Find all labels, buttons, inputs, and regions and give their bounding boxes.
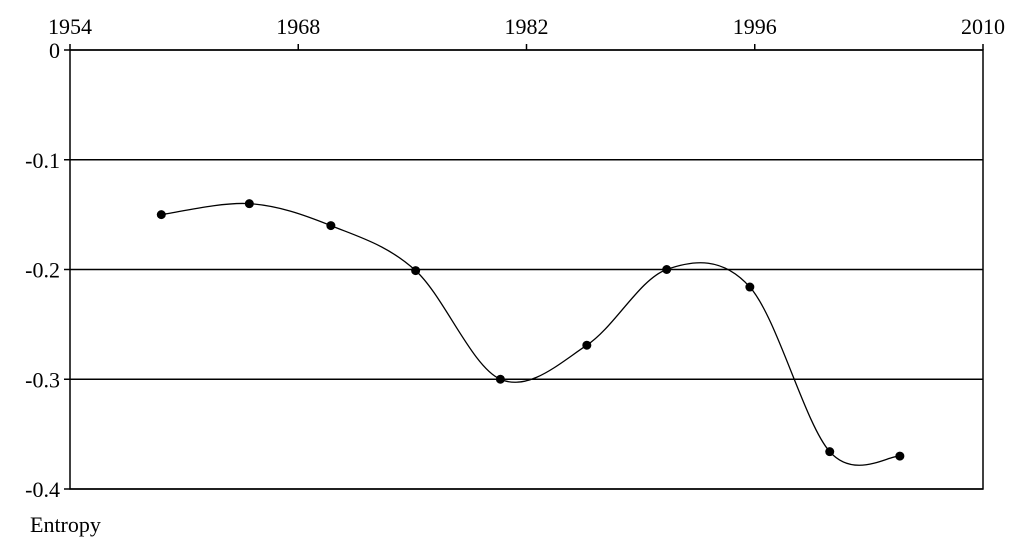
x-tick-label: 1954 <box>48 14 92 39</box>
point <box>326 221 336 231</box>
x-tick-label: 2010 <box>961 14 1005 39</box>
point <box>745 282 755 292</box>
y-tick-label: -0.2 <box>25 258 60 283</box>
y-axis-label: Entropy <box>30 512 101 537</box>
point <box>662 265 672 274</box>
x-tick-label: 1996 <box>733 14 777 39</box>
point <box>495 374 505 384</box>
point <box>411 266 421 276</box>
point <box>156 210 166 220</box>
line <box>161 202 900 466</box>
y-tick-label: -0.3 <box>25 367 60 392</box>
x-tick-label: 1982 <box>505 14 549 39</box>
y-tick-label: -0.4 <box>25 477 60 502</box>
y-tick-label: 0 <box>49 38 60 63</box>
x-tick-label: 1968 <box>276 14 320 39</box>
point <box>895 451 905 461</box>
point <box>582 340 592 350</box>
point <box>244 199 254 209</box>
point <box>825 447 835 457</box>
y-tick-label: -0.1 <box>25 148 60 173</box>
